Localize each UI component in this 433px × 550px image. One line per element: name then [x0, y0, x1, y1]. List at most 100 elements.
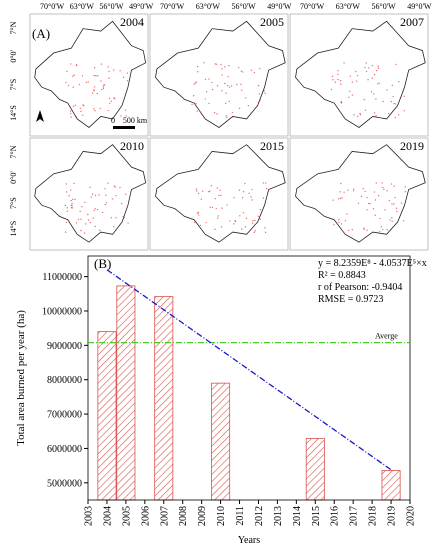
- fire-dot: [90, 196, 92, 198]
- fire-dot: [216, 85, 219, 87]
- fire-dot: [262, 197, 265, 199]
- fire-dot: [373, 191, 376, 193]
- fire-dot: [225, 92, 227, 94]
- fire-dot: [356, 80, 358, 82]
- map-frame: [149, 137, 289, 251]
- fire-dot: [65, 183, 68, 185]
- fire-dot: [224, 66, 226, 68]
- fire-dot: [72, 105, 75, 108]
- fire-dot: [351, 94, 354, 96]
- fire-dot: [394, 116, 396, 119]
- fire-dot: [195, 81, 197, 84]
- fire-dot: [259, 208, 262, 211]
- fire-dot: [113, 97, 115, 99]
- fire-dot: [203, 62, 205, 64]
- fire-dot: [75, 64, 78, 66]
- fire-dot: [96, 208, 99, 211]
- fire-dot: [111, 198, 114, 200]
- fire-dot: [330, 88, 333, 91]
- bar: [211, 382, 231, 501]
- fire-dot: [367, 202, 370, 205]
- fire-dot: [72, 86, 74, 88]
- fire-dot: [84, 201, 86, 203]
- bar: [154, 296, 174, 501]
- lon-label: 56°0'W: [232, 2, 257, 11]
- fire-dot: [107, 182, 109, 184]
- fire-dot: [400, 96, 402, 98]
- fire-dot: [199, 111, 202, 113]
- fire-dot: [201, 190, 204, 192]
- x-tick-label: 2018: [368, 506, 379, 526]
- y-axis-label: Total area burned per year (ha): [15, 310, 27, 446]
- fire-dot: [115, 194, 117, 197]
- fire-dot: [96, 92, 98, 95]
- fire-dot: [380, 226, 383, 228]
- map-frame: [289, 13, 429, 137]
- map-outline: [295, 20, 426, 128]
- fire-dot: [382, 100, 384, 103]
- panel-label: (B): [94, 256, 111, 271]
- fire-dot: [109, 102, 111, 104]
- fire-dot: [371, 77, 373, 79]
- fire-dot: [221, 207, 223, 209]
- fire-dot: [73, 74, 75, 76]
- fire-dot: [372, 208, 375, 210]
- fire-dot: [104, 188, 106, 190]
- fire-dot: [248, 192, 250, 195]
- fire-dot: [403, 95, 406, 97]
- fire-dot: [253, 71, 256, 74]
- fire-dot: [240, 83, 242, 85]
- fire-dot: [196, 110, 198, 112]
- x-tick-label: 2015: [311, 506, 322, 526]
- fire-dot: [80, 110, 82, 113]
- fire-dot: [103, 84, 106, 86]
- fire-dot: [224, 102, 227, 105]
- fire-dot: [104, 203, 107, 206]
- fire-dot: [337, 198, 340, 200]
- lon-label: 63°0'W: [336, 2, 361, 11]
- fire-dot: [65, 221, 68, 224]
- fire-dot: [257, 101, 260, 104]
- fire-dot: [387, 112, 390, 115]
- fire-dot: [396, 210, 398, 213]
- lat-label: 7°S: [9, 79, 18, 91]
- fire-dot: [232, 116, 234, 118]
- fire-dot: [240, 70, 243, 72]
- fire-dot: [374, 199, 377, 201]
- fire-dot: [126, 72, 129, 74]
- north-arrow: [36, 110, 44, 122]
- fire-dot: [242, 71, 244, 73]
- fire-dot: [236, 83, 238, 86]
- fire-dot: [209, 206, 211, 208]
- fire-dot: [110, 217, 112, 219]
- x-tick-label: 2016: [330, 506, 341, 526]
- fire-dot: [95, 75, 97, 77]
- fire-dot: [400, 202, 403, 204]
- fire-dot: [347, 189, 349, 191]
- fire-dot: [204, 78, 207, 81]
- fire-dot: [337, 78, 339, 81]
- fire-dot: [375, 182, 377, 184]
- fire-dot: [390, 100, 393, 103]
- fire-dot: [94, 225, 96, 228]
- fire-dot: [224, 82, 226, 85]
- map-year: 2019: [400, 139, 424, 153]
- fire-dot: [382, 186, 384, 189]
- x-tick-label: 2007: [159, 506, 170, 526]
- lon-label: 63°0'W: [70, 2, 95, 11]
- fire-dot: [241, 197, 244, 199]
- fire-dot: [264, 227, 266, 229]
- fire-dot: [102, 87, 105, 90]
- fire-dot: [338, 221, 340, 223]
- fire-dot: [386, 89, 388, 91]
- lon-label: 49°0'W: [129, 2, 154, 11]
- fire-dot: [362, 187, 364, 190]
- fire-dot: [257, 84, 260, 87]
- fire-dot: [234, 219, 236, 222]
- fire-dot: [375, 98, 377, 100]
- x-tick-label: 2011: [235, 506, 246, 526]
- fire-dot: [100, 80, 102, 82]
- fire-dot: [338, 218, 340, 221]
- map-outline: [155, 20, 286, 128]
- fire-dot: [252, 222, 254, 224]
